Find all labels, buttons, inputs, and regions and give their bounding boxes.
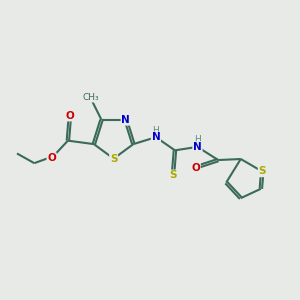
Text: O: O <box>47 153 56 163</box>
Text: H: H <box>194 136 201 145</box>
Text: S: S <box>110 154 117 164</box>
Text: N: N <box>152 132 160 142</box>
Text: S: S <box>259 167 266 176</box>
Text: O: O <box>191 163 200 173</box>
Text: O: O <box>65 111 74 121</box>
Text: N: N <box>193 142 202 152</box>
Text: CH₃: CH₃ <box>83 93 99 102</box>
Text: N: N <box>122 115 130 125</box>
Text: H: H <box>152 126 159 135</box>
Text: S: S <box>169 170 177 180</box>
